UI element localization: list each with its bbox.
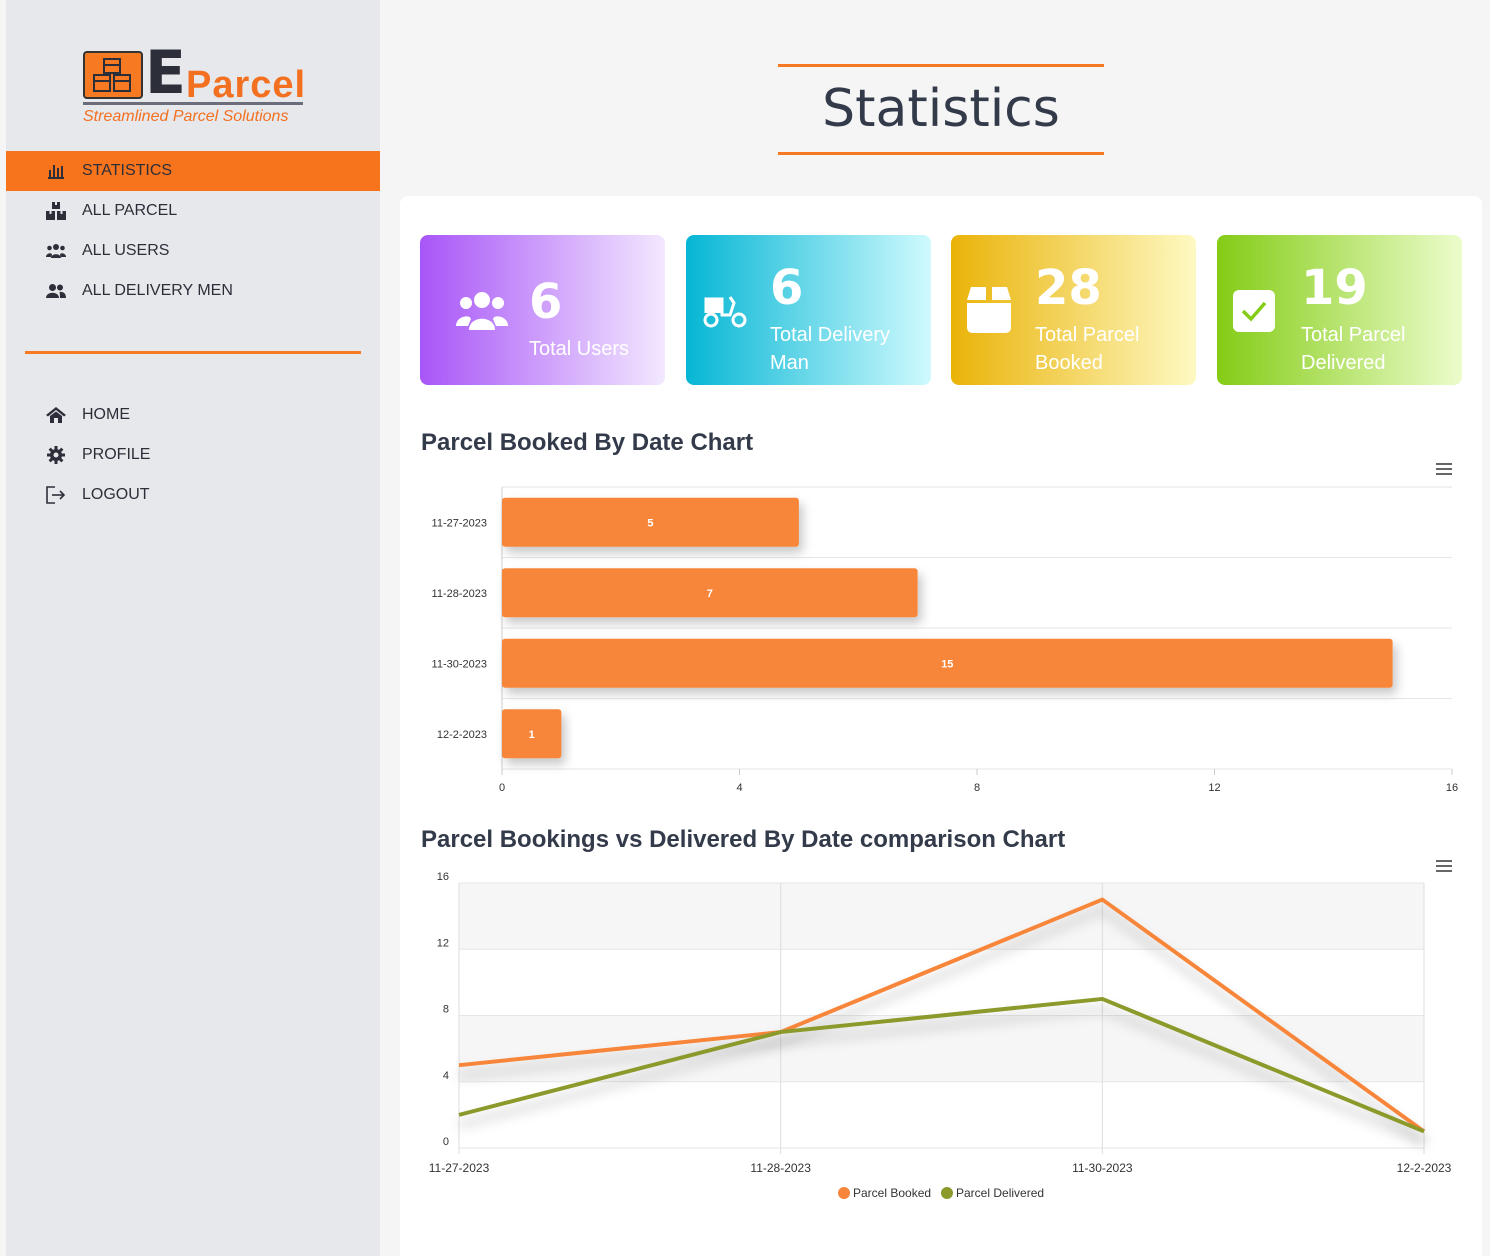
stat-label-line-2: Man xyxy=(770,352,809,374)
nav-item-home[interactable]: HOME xyxy=(6,395,380,435)
nav-label: PROFILE xyxy=(82,446,151,463)
line-chart-menu-icon[interactable] xyxy=(1436,860,1452,872)
scooter-icon xyxy=(702,293,748,334)
stat-card-total-parcel-delivered: 19 Total Parcel Delivered xyxy=(1217,235,1462,385)
stat-value: 6 xyxy=(529,274,563,330)
nav-item-logout[interactable]: LOGOUT xyxy=(6,475,380,515)
nav-item-all-delivery-men[interactable]: ALL DELIVERY MEN xyxy=(6,271,380,311)
nav-label: ALL PARCEL xyxy=(82,202,178,219)
nav-label: ALL USERS xyxy=(82,242,170,259)
logout-icon xyxy=(46,485,66,505)
sidebar-divider xyxy=(25,351,361,354)
brand-tagline: Streamlined Parcel Solutions xyxy=(83,108,289,125)
stat-label-line-1: Total Parcel xyxy=(1301,324,1406,346)
nav-item-all-users[interactable]: ALL USERS xyxy=(6,231,380,271)
stat-card-total-delivery-man: 6 Total Delivery Man xyxy=(686,235,931,385)
stat-label-line-2: Delivered xyxy=(1301,352,1386,374)
stat-label-line-1: Total Delivery xyxy=(770,324,891,346)
primary-nav: STATISTICS ALL PARCEL ALL USERS ALL DELI… xyxy=(6,151,380,311)
bar-chart-menu-icon[interactable] xyxy=(1436,463,1452,475)
nav-label: STATISTICS xyxy=(82,162,173,179)
box-icon xyxy=(965,287,1013,338)
user-friends-icon xyxy=(46,281,66,301)
boxes-logo-icon xyxy=(83,51,143,99)
check-square-icon xyxy=(1233,290,1275,337)
nav-item-all-parcel[interactable]: ALL PARCEL xyxy=(6,191,380,231)
stat-card-total-users: 6 Total Users xyxy=(420,235,665,385)
brand-underline xyxy=(83,102,303,105)
line-chart-title: Parcel Bookings vs Delivered By Date com… xyxy=(421,826,1066,853)
bar-chart-title: Parcel Booked By Date Chart xyxy=(421,429,754,456)
stat-label: Total Users xyxy=(529,338,630,360)
nav-label: HOME xyxy=(82,406,130,423)
nav-label: ALL DELIVERY MEN xyxy=(82,282,233,299)
nav-item-statistics[interactable]: STATISTICS xyxy=(6,151,380,191)
page-title: Statistics xyxy=(822,79,1060,139)
users-icon xyxy=(46,241,66,261)
page-title-block: Statistics xyxy=(778,64,1104,155)
brand-letter: E xyxy=(145,38,186,108)
brand-name: Parcel xyxy=(186,64,307,106)
secondary-nav: HOME PROFILE LOGOUT xyxy=(6,395,380,515)
users-icon xyxy=(456,289,508,336)
stat-value: 19 xyxy=(1301,260,1368,316)
home-icon xyxy=(46,405,66,425)
boxes-icon xyxy=(46,201,66,221)
stat-card-total-parcel-booked: 28 Total Parcel Booked xyxy=(951,235,1196,385)
stat-label-line-1: Total Parcel xyxy=(1035,324,1140,346)
brand-logo[interactable]: E Parcel Streamlined Parcel Solutions xyxy=(83,40,313,133)
sidebar: E Parcel Streamlined Parcel Solutions ST… xyxy=(6,0,380,1256)
nav-item-profile[interactable]: PROFILE xyxy=(6,435,380,475)
bar-chart-icon xyxy=(46,161,66,181)
gear-icon xyxy=(46,445,66,465)
stat-label-line-2: Booked xyxy=(1035,352,1103,374)
nav-label: LOGOUT xyxy=(82,486,150,503)
stat-value: 6 xyxy=(770,260,804,316)
stat-value: 28 xyxy=(1035,260,1102,316)
